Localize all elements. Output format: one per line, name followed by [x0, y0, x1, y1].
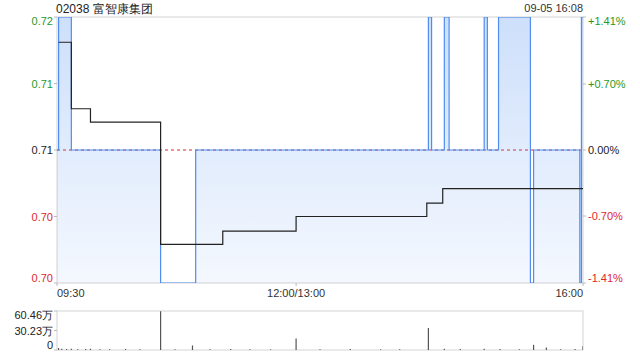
plot-area: [59, 311, 583, 350]
volume-bar: [99, 349, 100, 350]
x-tick: [296, 283, 297, 286]
volume-bar: [519, 349, 520, 350]
price-line: [57, 17, 583, 283]
volume-bar: [85, 348, 86, 350]
volume-bar: [484, 349, 485, 350]
y-tick-label: 0.71: [32, 78, 53, 90]
volume-bar: [399, 349, 400, 350]
volume-bar: [249, 349, 250, 350]
volume-bar: [560, 349, 561, 350]
volume-bar: [500, 348, 501, 350]
volume-bar: [125, 348, 126, 350]
volume-bar: [160, 311, 161, 350]
volume-bar: [582, 346, 583, 350]
y-tick-label: 60.46万: [14, 309, 53, 321]
plot-frame: [57, 311, 583, 350]
plot-area: [57, 17, 583, 283]
y-tick-label: 0.71: [32, 144, 53, 156]
volume-bar: [295, 338, 296, 350]
y2-tick: [583, 150, 586, 151]
y-tick: [54, 311, 57, 312]
y2-tick-label: -0.70%: [588, 210, 623, 222]
volume-bar: [139, 349, 140, 350]
y-tick: [54, 150, 57, 151]
x-tick: [583, 283, 584, 286]
x-tick-label: 16:00: [555, 287, 583, 299]
y2-tick: [583, 17, 586, 18]
volume-bar: [58, 348, 59, 350]
volume-bar: [90, 349, 91, 350]
volume-bar: [380, 349, 381, 350]
volume-bar: [66, 348, 67, 350]
y2-tick-label: 0.00%: [588, 144, 619, 156]
volume-bar: [574, 348, 575, 350]
y2-tick-label: -1.41%: [588, 272, 623, 284]
volume-bar: [533, 345, 534, 350]
average-line: [59, 42, 583, 244]
volume-bar: [460, 348, 461, 350]
volume-bar: [444, 349, 445, 350]
volume-bar: [230, 348, 231, 350]
y-tick-label: 0.72: [32, 15, 53, 27]
price-area: [57, 17, 583, 283]
volume-bar: [192, 345, 193, 350]
y2-tick: [583, 83, 586, 84]
y-tick: [54, 83, 57, 84]
x-tick-label: 09:30: [57, 287, 85, 299]
x-tick-label: 12:00/13:00: [267, 287, 325, 299]
x-tick: [57, 283, 58, 286]
y-tick-label: 0.70: [32, 211, 53, 223]
y-tick: [54, 17, 57, 18]
volume-bar: [546, 347, 547, 350]
volume-bar: [109, 349, 110, 350]
volume-bar: [174, 349, 175, 350]
volume-bar: [71, 349, 72, 350]
y-tick-label: 0.70: [32, 272, 53, 284]
y-tick: [54, 216, 57, 217]
y-tick: [54, 350, 57, 351]
y-tick-label: 0: [47, 339, 53, 351]
y2-tick-label: +0.70%: [588, 78, 626, 90]
y-tick: [54, 330, 57, 331]
volume-bar: [319, 349, 320, 350]
volume-bar: [61, 349, 62, 350]
volume-bar: [350, 348, 351, 350]
chart-root: 02038 富智康集团 09-05 16:08 0.72 0.71 0.71 0.70 0.…: [0, 0, 640, 360]
y-tick-label: 30.23万: [14, 325, 53, 337]
y2-tick-label: +1.41%: [588, 15, 626, 27]
volume-bar: [77, 349, 78, 350]
volume-bar: [270, 349, 271, 350]
title: 02038 富智康集团: [56, 2, 153, 16]
volume-bar: [209, 349, 210, 350]
y2-tick: [583, 216, 586, 217]
subtitle: 09-05 16:08: [524, 2, 583, 14]
volume-bar: [428, 328, 429, 350]
plot-frame: [57, 17, 583, 283]
